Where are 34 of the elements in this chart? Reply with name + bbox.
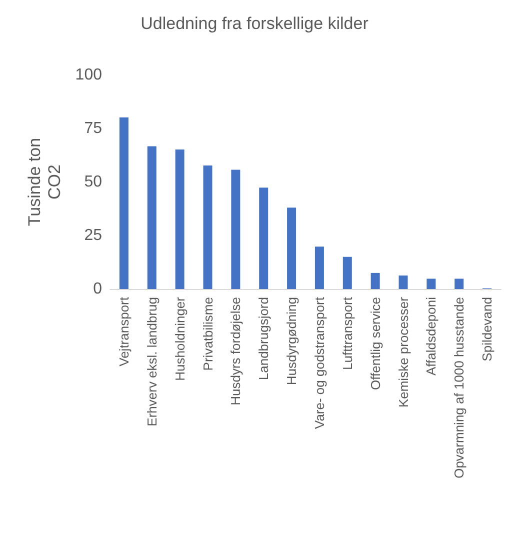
x-tick-label: Kemiske processer [396, 296, 411, 408]
bar [175, 149, 184, 289]
y-tick-label: 0 [93, 280, 102, 298]
y-tick-label: 25 [84, 227, 102, 244]
bar [119, 117, 128, 289]
x-tick-label: Opvarmning af 1000 husstande [452, 297, 467, 478]
y-tick-label: 75 [84, 120, 102, 137]
y-axis-title: Tusinde ton CO2 [24, 138, 64, 226]
y-tick-label: 100 [75, 66, 102, 84]
bar [314, 246, 324, 289]
x-tick-label: Husdyrs fordøjelse [228, 297, 244, 406]
x-tick-label: Vejtransport [116, 296, 132, 366]
chart-title: Udledning fra forskellige kilder [140, 14, 369, 33]
x-tick-label: Privatbilisme [200, 297, 216, 371]
bar [147, 146, 156, 289]
bar [426, 278, 436, 289]
x-tick-label: Lufttransport [340, 296, 355, 370]
x-tick-label: Spildevand [480, 297, 495, 362]
x-tick-label: Erhverv eksl. landbrug [144, 297, 160, 426]
x-tick-label: Landbrugsjord [256, 297, 272, 380]
bar [231, 170, 240, 289]
bar [259, 188, 268, 289]
y-tick-label: 50 [84, 174, 102, 190]
bar [454, 278, 464, 289]
x-tick-label: Husholdninger [172, 296, 188, 381]
bar [370, 272, 380, 289]
bar [203, 166, 212, 289]
bar [342, 256, 352, 289]
bar [287, 208, 296, 289]
x-tick-label: Affaldsdeponi [424, 296, 439, 376]
bar [398, 276, 408, 289]
x-tick-label: Offentlig service [368, 297, 383, 390]
x-tick-label: Vare- og godstransport [312, 296, 327, 429]
x-tick-label: Husdyrgødning [284, 297, 300, 386]
